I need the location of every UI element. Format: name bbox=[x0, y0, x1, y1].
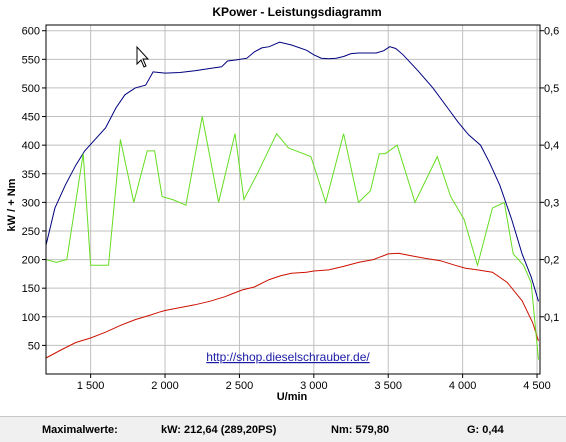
max-kw-value: kW: 212,64 (289,20PS) bbox=[161, 424, 277, 436]
x-tick-label: 3 000 bbox=[300, 380, 328, 392]
max-g-value: G: 0,44 bbox=[467, 424, 504, 436]
y-tick-label-left: 150 bbox=[22, 283, 40, 295]
y-tick-label-left: 50 bbox=[28, 340, 40, 352]
y-tick-label-left: 500 bbox=[22, 83, 40, 95]
y-tick-label-right: 0,6 bbox=[544, 26, 559, 38]
y-tick-label-left: 100 bbox=[22, 312, 40, 324]
status-bar: Maximalwerte: kW: 212,64 (289,20PS) Nm: … bbox=[0, 416, 566, 442]
x-axis-label: U/min bbox=[277, 391, 308, 403]
y-tick-label-left: 300 bbox=[22, 197, 40, 209]
g-line bbox=[45, 116, 539, 360]
y-tick-label-left: 550 bbox=[22, 54, 40, 66]
max-values-label: Maximalwerte: bbox=[42, 424, 118, 436]
y-tick-label-left: 600 bbox=[22, 26, 40, 38]
y-axis-label: kW / + Nm bbox=[6, 178, 18, 231]
chart: KPower - Leistungsdiagramm 50 100 150 200 25… bbox=[6, 5, 560, 403]
plot-frame bbox=[45, 24, 541, 375]
x-tick-label: 4 000 bbox=[449, 380, 477, 392]
y-tick-label-right: 0,2 bbox=[544, 255, 559, 267]
series-layer bbox=[45, 41, 539, 360]
x-tick-label: 4 500 bbox=[523, 380, 551, 392]
y-tick-label-left: 200 bbox=[22, 255, 40, 267]
x-tick-label: 1 500 bbox=[77, 380, 105, 392]
y-tick-label-right: 0,1 bbox=[544, 312, 559, 324]
website-link[interactable]: http://shop.dieselschrauber.de/ bbox=[206, 350, 370, 364]
y-tick-label-right: 0,5 bbox=[544, 83, 559, 95]
max-nm-value: Nm: 579,80 bbox=[331, 424, 390, 436]
torque-line bbox=[45, 41, 539, 302]
chart-title: KPower - Leistungsdiagramm bbox=[212, 5, 381, 19]
tick-labels: 50 100 150 200 250 300 350 400 450 500 550 600 0,1 0,… bbox=[22, 26, 560, 392]
y-tick-label-right: 0,3 bbox=[544, 197, 559, 209]
y-tick-label-left: 400 bbox=[22, 140, 40, 152]
x-tick-label: 2 500 bbox=[226, 380, 254, 392]
mouse-cursor-icon bbox=[136, 45, 150, 68]
x-tick-label: 3 500 bbox=[374, 380, 402, 392]
y-tick-label-left: 250 bbox=[22, 226, 40, 238]
power-line bbox=[45, 252, 539, 359]
grid bbox=[46, 25, 540, 374]
x-tick-label: 2 000 bbox=[151, 380, 179, 392]
y-tick-label-right: 0,4 bbox=[544, 140, 559, 152]
y-tick-label-left: 450 bbox=[22, 112, 40, 124]
y-tick-label-left: 350 bbox=[22, 169, 40, 181]
